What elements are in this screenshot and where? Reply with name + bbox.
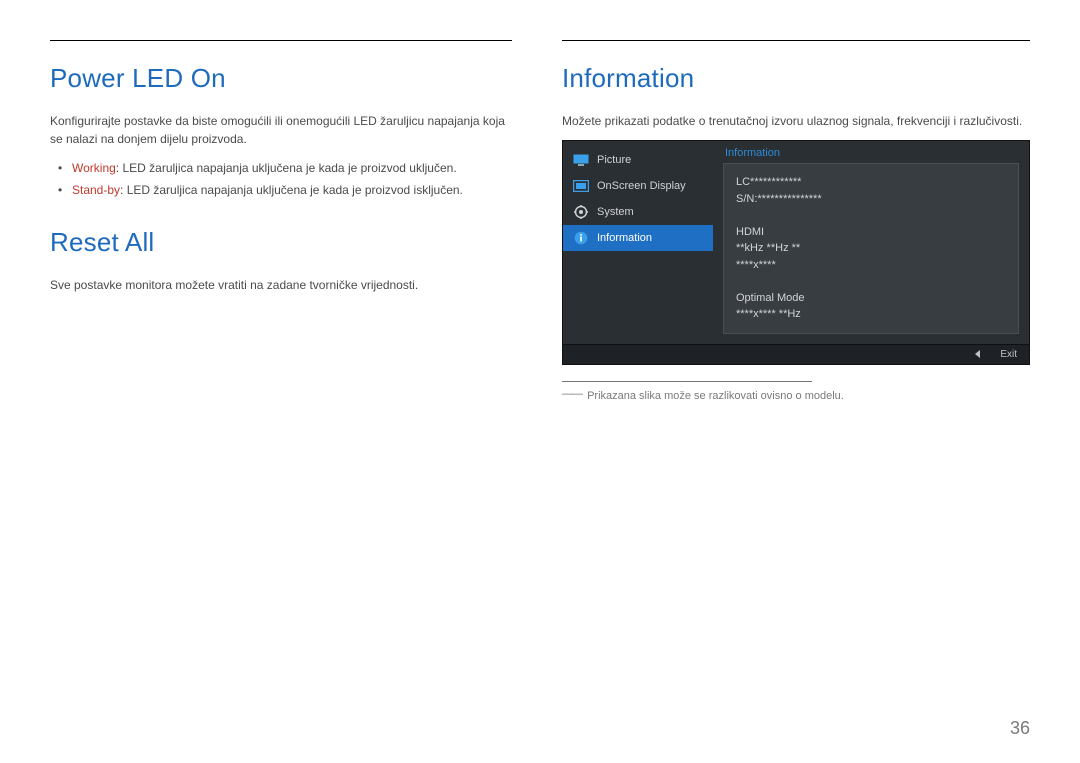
right-column: Information Možete prikazati podatke o t…: [562, 40, 1030, 428]
osd-item-label: Information: [597, 232, 652, 244]
osd-line: ****x**** **Hz: [736, 306, 1006, 323]
monitor-icon: [573, 152, 589, 168]
list-item: Working: LED žaruljica napajanja uključe…: [58, 158, 512, 180]
osd-line: **kHz **Hz **: [736, 240, 1006, 257]
osd-footer: Exit: [563, 344, 1029, 364]
footnote-text: Prikazana slika može se razlikovati ovis…: [587, 390, 844, 402]
desc-reset-all: Sve postavke monitora možete vratiti na …: [50, 276, 512, 294]
osd-line: [736, 273, 1006, 290]
osd-info-panel: LC************ S/N:*************** HDMI …: [723, 163, 1019, 334]
desc-power-led: Konfigurirajte postavke da biste omogući…: [50, 112, 512, 148]
footnote-dash: ――: [562, 388, 582, 400]
osd-screenshot: Picture OnScreen Display: [562, 140, 1030, 365]
osd-line: ****x****: [736, 257, 1006, 274]
osd-line: [736, 207, 1006, 224]
top-rule-left: [50, 40, 512, 41]
page-number: 36: [1010, 718, 1030, 739]
osd-line: LC************: [736, 174, 1006, 191]
osd-exit-label[interactable]: Exit: [1000, 349, 1017, 360]
osd-sidebar: Picture OnScreen Display: [563, 141, 713, 344]
osd-item-label: System: [597, 206, 634, 218]
osd-item-information[interactable]: Information: [563, 225, 713, 251]
gear-icon: [573, 204, 589, 220]
osd-content: Information LC************ S/N:*********…: [713, 141, 1029, 344]
list-item-text: : LED žaruljica napajanja uključena je k…: [116, 161, 457, 175]
left-arrow-icon[interactable]: [975, 350, 980, 358]
osd-icon: [573, 178, 589, 194]
osd-panel-title: Information: [723, 147, 1019, 159]
section-power-led: Power LED On Konfigurirajte postavke da …: [50, 63, 512, 201]
footnote-rule: [562, 381, 812, 382]
info-icon: [573, 230, 589, 246]
osd-item-label: Picture: [597, 154, 631, 166]
footnote: ―― Prikazana slika može se razlikovati o…: [562, 388, 1030, 402]
list-item: Stand-by: LED žaruljica napajanja uključ…: [58, 180, 512, 202]
keyword: Working: [72, 161, 116, 175]
section-reset-all: Reset All Sve postavke monitora možete v…: [50, 227, 512, 294]
osd-item-label: OnScreen Display: [597, 180, 686, 192]
osd-line: HDMI: [736, 224, 1006, 241]
osd-item-onscreen-display[interactable]: OnScreen Display: [563, 173, 713, 199]
section-information: Information Možete prikazati podatke o t…: [562, 63, 1030, 402]
power-led-list: Working: LED žaruljica napajanja uključe…: [50, 158, 512, 201]
keyword: Stand-by: [72, 183, 120, 197]
osd-line: Optimal Mode: [736, 290, 1006, 307]
list-item-text: : LED žaruljica napajanja uključena je k…: [120, 183, 463, 197]
desc-information: Možete prikazati podatke o trenutačnoj i…: [562, 112, 1030, 130]
top-rule-right: [562, 40, 1030, 41]
heading-reset-all: Reset All: [50, 227, 512, 258]
heading-information: Information: [562, 63, 1030, 94]
osd-item-picture[interactable]: Picture: [563, 147, 713, 173]
left-column: Power LED On Konfigurirajte postavke da …: [50, 40, 512, 428]
heading-power-led: Power LED On: [50, 63, 512, 94]
osd-item-system[interactable]: System: [563, 199, 713, 225]
osd-line: S/N:***************: [736, 191, 1006, 208]
